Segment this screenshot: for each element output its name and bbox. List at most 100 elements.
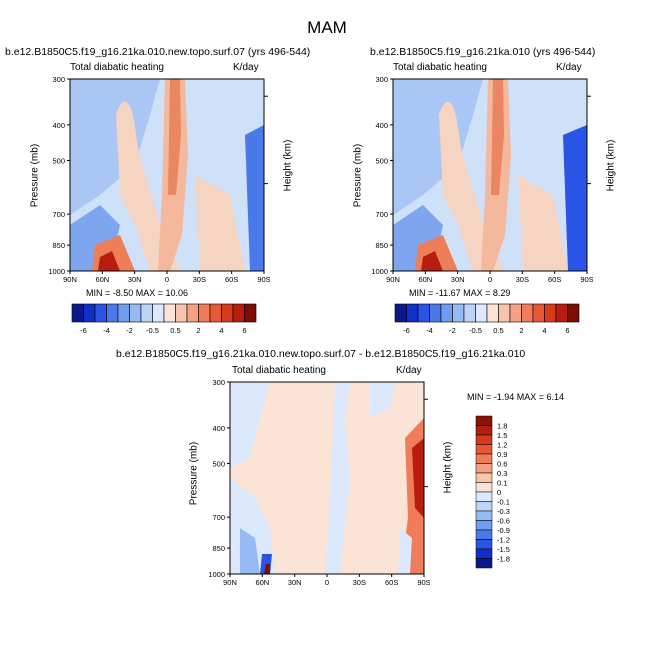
panel-title-3: b.e12.B1850C5.f19_g16.21ka.010.new.topo.… <box>116 348 526 360</box>
panel-units-1: K/day <box>233 62 259 73</box>
colorbar-cell <box>175 303 188 323</box>
y-tick-labels-3: 300400500700850100084 <box>208 378 428 579</box>
colorbar-cell <box>394 303 407 323</box>
x-tick-labels-3: 90N 60N 30N 0 30S 60S 90S <box>223 574 430 587</box>
colorbar-cell <box>429 303 442 323</box>
x-tick-label: 60S <box>548 275 561 284</box>
y-tick-label: 850 <box>212 544 225 553</box>
panel-units-2: K/day <box>556 62 582 73</box>
colorbar-bottom: 1.81.51.20.90.60.30.10-0.1-0.3-0.6-0.9-1… <box>475 415 510 569</box>
x-tick-label: 90S <box>417 578 430 587</box>
x-tick-label: 0 <box>165 275 169 284</box>
colorbar-label: -4 <box>426 326 433 335</box>
heatmap-region-neg-tropics-3 <box>325 382 350 574</box>
figure-title: MAM <box>307 18 347 37</box>
colorbar-label: -1.5 <box>497 545 510 554</box>
y-tick-label: 400 <box>375 121 388 130</box>
heatmap-region-cool-upper-1 <box>70 79 160 215</box>
y-tick-label: 700 <box>52 210 65 219</box>
minmax-3: MIN = -1.94 MAX = 6.14 <box>467 392 565 402</box>
y-tick-label: 850 <box>375 241 388 250</box>
heatmap-region-warm-south-1 <box>195 175 245 271</box>
x-tick-label: 90N <box>223 578 237 587</box>
colorbar-cell <box>475 303 488 323</box>
panel-left-label-2: Total diabatic heating <box>393 62 487 73</box>
y-tick-label: 700 <box>375 210 388 219</box>
panel-left-label-1: Total diabatic heating <box>70 62 164 73</box>
colorbar-label: -1.2 <box>497 536 510 545</box>
heatmap-region-surface-hot-1 <box>98 251 120 271</box>
y-tick-label: 500 <box>375 156 388 165</box>
colorbar-cell <box>129 303 142 323</box>
colorbar-cell <box>567 303 580 323</box>
colorbar-top-left: -6 -4 -2 -0.5 0.5 2 4 6 <box>71 303 257 335</box>
colorbar-cell <box>475 501 493 512</box>
heatmap-region-warm-1 <box>116 101 180 271</box>
colorbar-cell <box>475 472 493 483</box>
colorbar-cell <box>544 303 557 323</box>
colorbar-labels-top-left: -6 -4 -2 -0.5 0.5 2 4 6 <box>80 326 246 335</box>
colorbar-label: -0.5 <box>146 326 159 335</box>
colorbar-label: 4 <box>219 326 223 335</box>
y-axis-label-3: Pressure (mb) <box>188 441 200 506</box>
minmax-1: MIN = -8.50 MAX = 10.06 <box>86 288 189 298</box>
heatmap-region-warm-2 <box>439 101 503 271</box>
colorbar-cell <box>83 303 96 323</box>
colorbar-label: 1.5 <box>497 431 507 440</box>
heatmap-region-surface-hot-2 <box>421 251 443 271</box>
colorbar-cell <box>440 303 453 323</box>
colorbar-cell <box>221 303 234 323</box>
colorbar-cell <box>406 303 419 323</box>
x-tick-label: 90N <box>63 275 77 284</box>
colorbar-cell <box>209 303 222 323</box>
x-tick-label: 60S <box>385 578 398 587</box>
heatmap-region-pos-south-core-3 <box>412 438 424 518</box>
colorbar-cell <box>117 303 130 323</box>
y-right-axis-label-2: Height (km) <box>605 139 617 192</box>
colorbar-labels-top-right: -6 -4 -2 -0.5 0.5 2 4 6 <box>403 326 569 335</box>
x-tick-label: 30N <box>288 578 302 587</box>
colorbar-cells-top-left <box>71 303 257 323</box>
x-tick-label: 90N <box>386 275 400 284</box>
x-tick-label: 60N <box>418 275 432 284</box>
colorbar-cell <box>475 491 493 502</box>
colorbar-label: -0.9 <box>497 526 510 535</box>
colorbar-label: -2 <box>449 326 456 335</box>
y-tick-label: 400 <box>52 121 65 130</box>
colorbar-cell <box>532 303 545 323</box>
colorbar-cell <box>475 453 493 464</box>
x-tick-label: 30N <box>128 275 142 284</box>
colorbar-label: -1.8 <box>497 555 510 564</box>
colorbar-label: 2 <box>196 326 200 335</box>
colorbar-cell <box>106 303 119 323</box>
colorbar-cell <box>475 520 493 531</box>
colorbar-cell <box>198 303 211 323</box>
x-tick-label: 30S <box>353 578 366 587</box>
heatmap-region-itcz-core-2 <box>491 79 504 195</box>
colorbar-cell <box>475 434 493 445</box>
panel-units-3: K/day <box>396 365 422 376</box>
heatmap-region-cold-south-2 <box>563 125 587 271</box>
y-tick-labels-1: 300400500700850100084 <box>48 75 268 276</box>
y-tick-label: 700 <box>212 513 225 522</box>
heatmap-region-cool-upper-2 <box>393 79 483 215</box>
colorbar-top-right: -6 -4 -2 -0.5 0.5 2 4 6 <box>394 303 580 335</box>
colorbar-cell <box>521 303 534 323</box>
y-tick-label: 400 <box>212 424 225 433</box>
y-tick-label: 850 <box>52 241 65 250</box>
colorbar-cell <box>475 425 493 436</box>
x-tick-labels-2: 90N 60N 30N 0 30S 60S 90S <box>386 271 593 284</box>
x-tick-label: 0 <box>325 578 329 587</box>
y-tick-label: 500 <box>212 459 225 468</box>
panel-title-2: b.e12.B1850C5.f19_g16.21ka.010 (yrs 496-… <box>370 46 596 58</box>
colorbar-label: 0.3 <box>497 469 507 478</box>
y-tick-label: 500 <box>52 156 65 165</box>
colorbar-label: -6 <box>80 326 87 335</box>
heatmap-region-neg-south-upper-3 <box>370 382 395 418</box>
y-right-axis-label-3: Height (km) <box>442 441 454 494</box>
colorbar-cell <box>232 303 245 323</box>
x-tick-label: 30N <box>451 275 465 284</box>
panel-left-label-3: Total diabatic heating <box>232 365 326 376</box>
